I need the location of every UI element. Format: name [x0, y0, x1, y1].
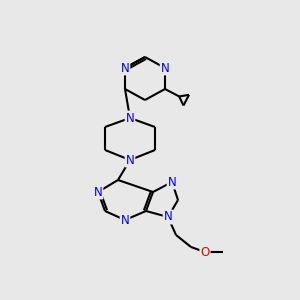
Text: O: O [200, 245, 210, 259]
Text: N: N [126, 112, 134, 124]
Text: N: N [121, 61, 129, 74]
Text: N: N [126, 154, 134, 166]
Text: N: N [164, 211, 172, 224]
Text: N: N [121, 214, 129, 226]
Text: N: N [168, 176, 176, 188]
Text: N: N [160, 61, 169, 74]
Text: N: N [94, 185, 102, 199]
